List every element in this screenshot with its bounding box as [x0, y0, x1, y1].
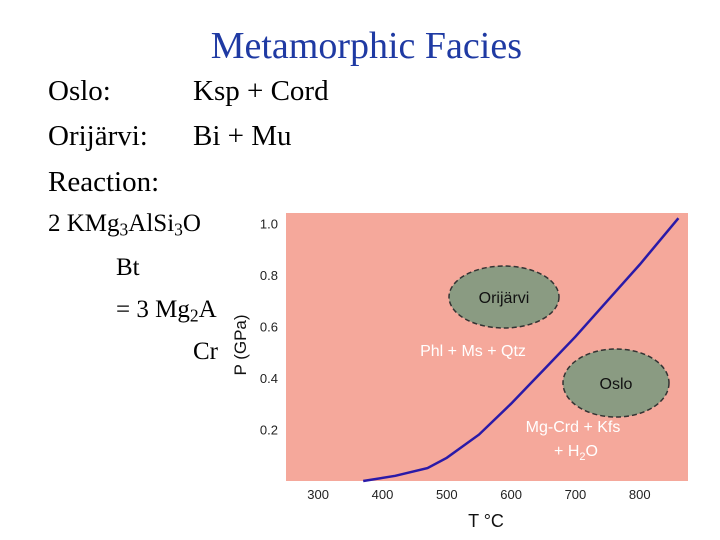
oslo-label: Oslo:: [48, 75, 111, 107]
oslo-ellipse-label: Oslo: [600, 376, 633, 393]
y-tick-label-1: 0.4: [260, 371, 278, 386]
y-tick-label-2: 0.6: [260, 319, 278, 334]
x-tick-label-3: 600: [500, 487, 522, 502]
x-tick-label-1: 400: [372, 487, 394, 502]
x-tick-label-4: 700: [565, 487, 587, 502]
orijarvi-ellipse-label: Orijärvi: [479, 290, 530, 307]
slide-title: Metamorphic Facies: [210, 25, 522, 67]
y-tick-label-4: 1.0: [260, 216, 278, 231]
lower-field-label-2: + H2O: [554, 443, 598, 463]
reaction-line-2: = 3 Mg2A: [116, 296, 217, 326]
x-axis-ticks: 300 400 500 600 700 800: [307, 487, 650, 502]
reaction-mineral-cr: Cr: [193, 338, 218, 365]
reaction-line-1: 2 KMg3AlSi3O: [48, 210, 201, 240]
orijarvi-ellipse: [448, 265, 560, 329]
reaction-curve: [363, 217, 680, 483]
y-tick-label-3: 0.8: [260, 268, 278, 283]
y-axis-ticks: 0.2 0.4 0.6 0.8 1.0: [260, 216, 278, 437]
reaction-mineral-bt: Bt: [116, 254, 140, 281]
reaction-label: Reaction:: [48, 166, 160, 198]
y-tick-label-0: 0.2: [260, 422, 278, 437]
oslo-assemblage: Ksp + Cord: [193, 75, 329, 107]
orijarvi-label: Orijärvi:: [48, 120, 148, 152]
x-tick-label-2: 500: [436, 487, 458, 502]
x-tick-label-0: 300: [307, 487, 329, 502]
plot-field: [286, 213, 688, 481]
lower-field-label-1: Mg-Crd + Kfs: [526, 419, 621, 436]
oslo-ellipse: [562, 348, 670, 418]
pt-diagram: 0.2 0.4 0.6 0.8 1.0 300 400 500 600 700 800 P (GP…: [228, 205, 698, 535]
x-tick-label-5: 800: [629, 487, 651, 502]
y-axis-label: P (GPa): [231, 314, 250, 375]
x-axis-label: T °C: [468, 511, 504, 531]
upper-field-label: Phl + Ms + Qtz: [420, 343, 526, 360]
orijarvi-assemblage: Bi + Mu: [193, 120, 292, 152]
